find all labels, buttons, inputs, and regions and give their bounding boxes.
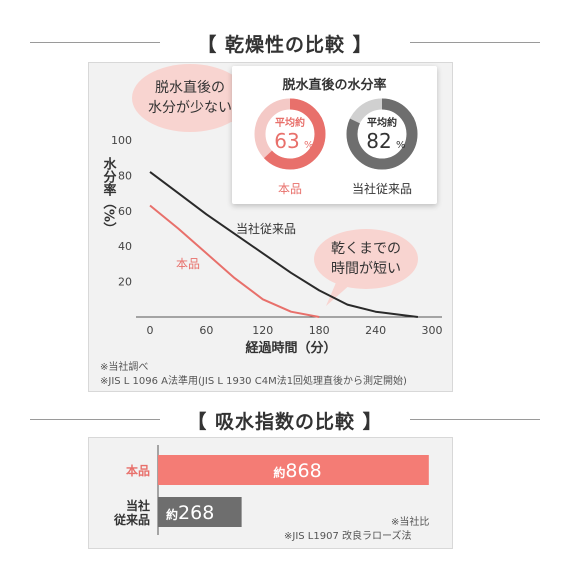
bar-value-number: 868: [285, 460, 321, 482]
dryness-note-1: ※当社調べ: [100, 362, 149, 373]
bar-value-prefix: 約: [273, 465, 285, 480]
bubble-left-line2: 水分が少ない: [148, 100, 232, 116]
series-label-previous: 当社従来品: [236, 221, 296, 236]
y-axis-label: 水分率（%）: [101, 156, 118, 235]
absorb-title: 【 吸水指数の比較 】: [187, 411, 383, 433]
donut-value: 82: [366, 129, 391, 153]
series-label-product: 本品: [176, 257, 200, 271]
donut-value-arc: [346, 98, 418, 170]
x-tick-label: 180: [309, 324, 330, 337]
y-tick-label: 60: [118, 205, 132, 218]
bar-value-label: 約868: [273, 460, 321, 482]
y-tick-label: 40: [118, 240, 132, 253]
absorb-note-2: ※JIS L1907 改良ラローズ法: [284, 531, 412, 542]
title-rule-left-1: [30, 42, 160, 43]
series-line-product: [149, 204, 320, 318]
bubble-right-line1: 乾くまでの: [331, 241, 401, 257]
y-tick-label: 20: [118, 276, 132, 289]
x-tick-label: 120: [252, 324, 273, 337]
donut-prefix: 平均約: [367, 116, 397, 129]
x-tick-label: 300: [422, 324, 443, 337]
donut-unit: %: [304, 140, 314, 151]
x-tick-label: 0: [147, 324, 154, 337]
bubble-left-line1: 脱水直後の: [155, 80, 225, 96]
donut-value: 63: [274, 129, 299, 153]
donut-label-product: 本品: [277, 182, 302, 196]
bubble-right-line2: 時間が短い: [331, 261, 401, 277]
dryness-title: 【 乾燥性の比較 】: [197, 34, 373, 56]
x-tick-label: 240: [365, 324, 386, 337]
x-axis-label: 経過時間（分）: [245, 340, 336, 356]
bar-previous: [158, 497, 242, 527]
y-tick-label: 100: [111, 134, 132, 147]
title-rule-right-2: [410, 419, 540, 420]
dryness-note-2: ※JIS L 1096 A法準用(JIS L 1930 C4M法1回処理直後から…: [100, 376, 407, 387]
x-tick-label: 60: [199, 324, 213, 337]
donut-unit: %: [396, 140, 406, 151]
absorb-note-1: ※当社比: [391, 517, 430, 528]
bar-category-label: 本品: [126, 463, 150, 478]
bubble-right: [314, 229, 418, 306]
donut-label-previous: 当社従来品: [351, 182, 412, 196]
bar-product: [158, 455, 429, 485]
donut-prefix: 平均約: [275, 116, 305, 129]
inset-title: 脱水直後の水分率: [282, 78, 387, 93]
donut-value-arc: [254, 98, 326, 170]
y-tick-label: 80: [118, 169, 132, 182]
bar-category-label: 当社: [126, 498, 150, 513]
bar-value-label: 約268: [166, 502, 214, 524]
title-rule-left-2: [30, 419, 160, 420]
moisture-inset-card: 脱水直後の水分率 平均約 63% 平均約 82% 本品 当社従来品: [232, 66, 437, 204]
bar-value-number: 268: [178, 502, 214, 524]
series-line-previous: [149, 171, 419, 318]
bar-value-prefix: 約: [166, 507, 178, 522]
bar-category-label: 従来品: [113, 512, 150, 527]
title-rule-right-1: [410, 42, 540, 43]
